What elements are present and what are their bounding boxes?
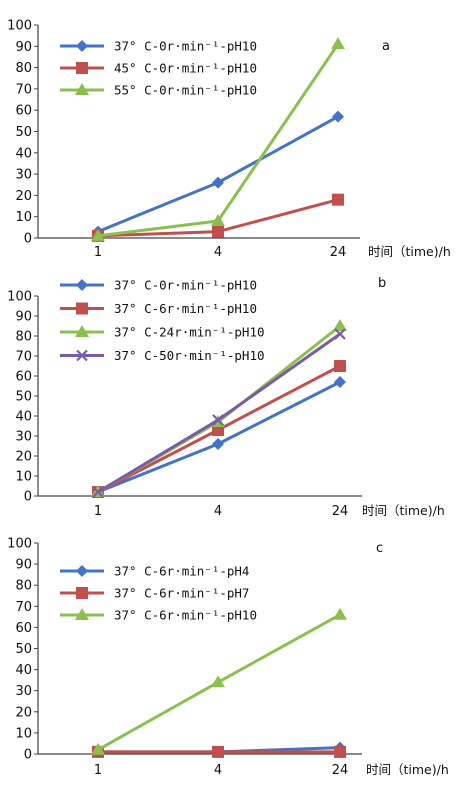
x-tick-label: 4 — [214, 504, 222, 519]
y-tick-label: 50 — [15, 125, 32, 140]
legend-swatch-marker — [76, 40, 88, 52]
y-tick-label: 70 — [15, 350, 32, 365]
y-tick-label: 20 — [15, 705, 32, 720]
data-point — [334, 328, 346, 340]
chart-panel-b: 0 10 20 30 40 50 60 70 80 90 100 1 4 24 时间（time)/h b 37°… — [7, 276, 445, 519]
y-tick-label: 70 — [15, 82, 32, 97]
y-tick-label: 0 — [24, 490, 32, 505]
y-tick-label: 90 — [15, 558, 32, 573]
legend-swatch-marker — [76, 349, 88, 362]
y-tick-label: 50 — [15, 642, 32, 657]
x-tick-label: 1 — [94, 763, 102, 778]
data-point — [332, 193, 344, 206]
data-point — [333, 319, 347, 331]
legend-swatch-marker — [75, 608, 89, 620]
y-tick-label: 100 — [7, 19, 32, 34]
legend-swatch-marker — [75, 83, 89, 95]
y-tick-label: 90 — [15, 40, 32, 55]
y-tick-label: 60 — [15, 621, 32, 636]
series-line — [97, 380, 341, 494]
legend-swatch-marker — [76, 302, 88, 315]
y-tick-label: 10 — [15, 210, 32, 225]
x-tick-label: 4 — [214, 245, 222, 260]
y-tick-label: 90 — [15, 310, 32, 325]
legend-swatch-marker — [76, 279, 88, 291]
x-tick-label: 4 — [214, 763, 222, 778]
y-tick-label: 40 — [15, 410, 32, 425]
legend-swatch-marker — [75, 325, 89, 337]
data-point — [212, 438, 224, 450]
y-tick-label: 100 — [7, 537, 32, 552]
chart-panel-c: 0 10 20 30 40 50 60 70 80 90 100 1 4 24 时间（time)/h c 37°… — [7, 537, 449, 779]
data-point — [212, 745, 224, 758]
y-tick-label: 0 — [24, 232, 32, 247]
x-axis-title: 时间（time)/h — [368, 244, 451, 259]
data-point — [331, 37, 345, 50]
x-tick-label: 1 — [94, 245, 102, 260]
data-point — [212, 176, 224, 189]
panel-label: c — [376, 541, 383, 556]
panel-label: a — [382, 39, 390, 54]
legend-entry: 37° C-0r·min⁻¹-pH10 — [114, 39, 257, 54]
y-tick-label: 20 — [15, 450, 32, 465]
y-tick-label: 60 — [15, 104, 32, 119]
y-tick-label: 20 — [15, 189, 32, 204]
y-tick-label: 10 — [15, 470, 32, 485]
legend-entry: 37° C-0r·min⁻¹-pH10 — [114, 278, 257, 293]
y-tick-label: 80 — [15, 61, 32, 76]
x-axis-title: 时间（time)/h — [366, 762, 449, 777]
y-tick-label: 80 — [15, 330, 32, 345]
legend-swatch-marker — [76, 565, 88, 577]
y-tick-label: 30 — [15, 684, 32, 699]
data-point — [334, 360, 346, 372]
y-tick-label: 80 — [15, 579, 32, 594]
y-tick-label: 30 — [15, 430, 32, 445]
data-point — [334, 376, 346, 388]
data-point — [212, 414, 224, 426]
x-tick-label: 24 — [330, 245, 347, 260]
data-point — [333, 607, 347, 620]
y-tick-label: 100 — [7, 290, 32, 305]
legend-entry: 37° C-6r·min⁻¹-pH7 — [114, 586, 249, 601]
legend-swatch-marker — [76, 587, 88, 599]
x-tick-label: 24 — [332, 763, 349, 778]
legend-entry: 37° C-6r·min⁻¹-pH10 — [114, 301, 257, 316]
data-point — [212, 225, 224, 238]
legend-entry: 37° C-6r·min⁻¹-pH4 — [114, 564, 249, 579]
data-point — [211, 213, 225, 226]
legend-entry: 37° C-50r·min⁻¹-pH10 — [114, 348, 265, 363]
data-point — [92, 486, 104, 498]
x-tick-label: 1 — [94, 504, 102, 519]
data-point — [91, 742, 105, 755]
data-point — [332, 110, 344, 123]
y-tick-label: 60 — [15, 370, 32, 385]
x-tick-label: 24 — [332, 504, 349, 519]
panel-label: b — [378, 276, 386, 291]
chart-panel-a: 0 10 20 30 40 50 60 70 80 90 100 1 4 24 时间（time)/h a 37°… — [7, 19, 451, 261]
y-tick-label: 10 — [15, 726, 32, 741]
y-tick-label: 30 — [15, 168, 32, 183]
legend-entry: 37° C-6r·min⁻¹-pH10 — [114, 608, 257, 623]
y-tick-label: 40 — [15, 146, 32, 161]
x-axis-title: 时间（time)/h — [362, 503, 445, 518]
data-point — [211, 675, 225, 688]
data-point — [334, 745, 346, 758]
y-tick-label: 70 — [15, 600, 32, 615]
data-point — [91, 228, 105, 241]
legend-swatch-marker — [76, 62, 88, 74]
legend-entry: 37° C-24r·min⁻¹-pH10 — [114, 325, 265, 340]
y-tick-label: 40 — [15, 663, 32, 678]
y-tick-label: 0 — [24, 748, 32, 763]
legend-entry: 55° C-0r·min⁻¹-pH10 — [114, 83, 257, 98]
legend-entry: 45° C-0r·min⁻¹-pH10 — [114, 61, 257, 76]
y-tick-label: 50 — [15, 390, 32, 405]
